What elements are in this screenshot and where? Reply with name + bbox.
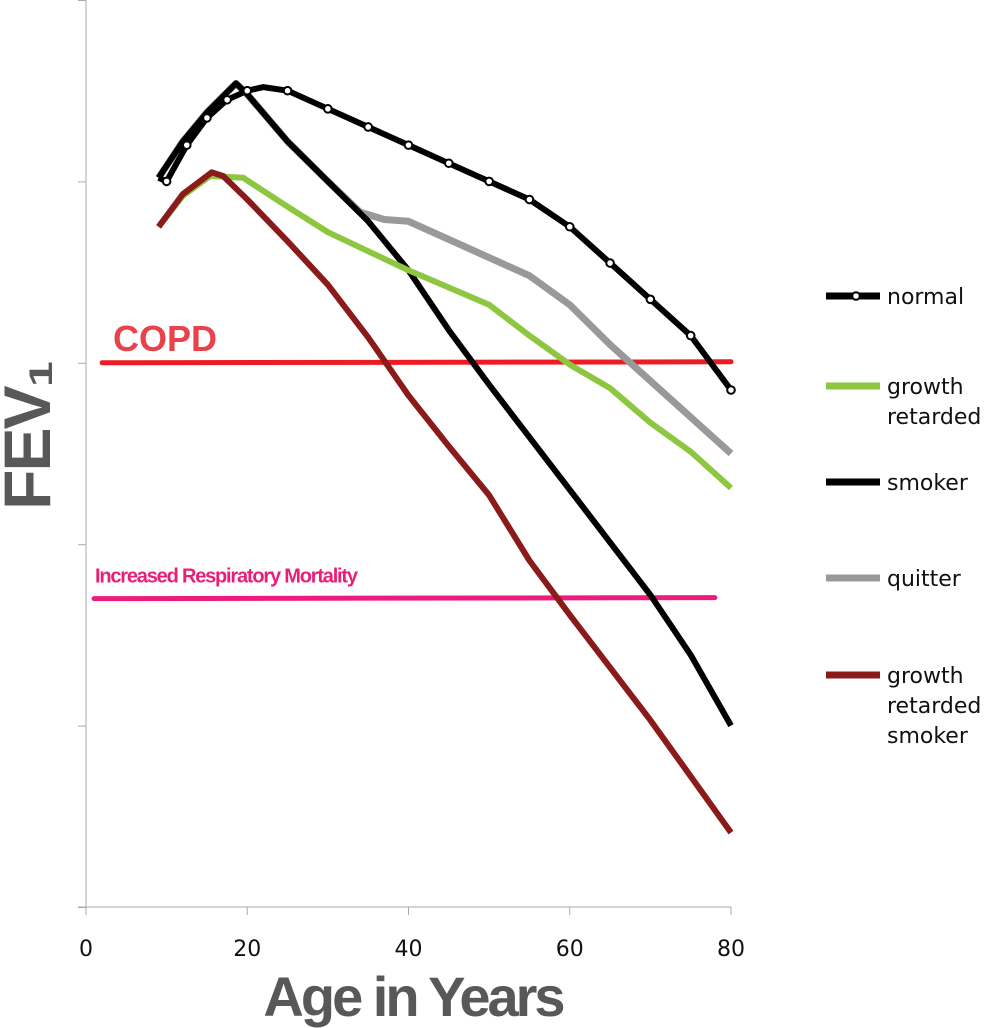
x-tick-label: 0 <box>79 937 93 962</box>
threshold-line <box>91 595 718 602</box>
legend-label: retarded <box>887 694 981 719</box>
threshold-line <box>99 359 734 366</box>
x-tick-label: 60 <box>556 937 584 962</box>
normal-marker <box>524 194 535 205</box>
axes: 0 20 40 60 80 <box>78 0 745 962</box>
normal-marker <box>484 176 494 187</box>
legend-label: smoker <box>887 724 969 749</box>
normal-marker <box>605 258 615 268</box>
threshold-label: Increased Respiratory Mortality <box>95 566 359 588</box>
normal-marker <box>161 176 172 187</box>
legend-label: quitter <box>887 567 962 592</box>
legend-label: growth <box>887 664 964 689</box>
normal-marker <box>242 85 253 96</box>
legend-item: smoker <box>826 471 969 496</box>
normal-marker <box>181 140 192 150</box>
x-tick-label: 40 <box>395 937 423 962</box>
normal-marker <box>685 330 696 341</box>
legend-label: growth <box>887 375 964 400</box>
legend: normal growth retarded smoker quitter growth r… <box>826 285 981 749</box>
normal-marker <box>222 94 232 105</box>
legend-marker <box>851 291 861 301</box>
legend-label: smoker <box>887 471 969 496</box>
threshold-annotations: COPD Increased Respiratory Mortality <box>91 318 734 602</box>
legend-item: growth retarded <box>826 375 981 430</box>
series-lines <box>155 79 736 835</box>
legend-item: normal <box>826 285 964 310</box>
normal-marker <box>363 122 373 132</box>
legend-label: retarded <box>887 405 981 430</box>
y-axis-title: FEV₁ <box>0 361 64 509</box>
normal-marker <box>726 385 736 395</box>
series-line-quitter <box>155 79 734 457</box>
normal-marker <box>323 104 333 114</box>
threshold-label: COPD <box>113 318 217 359</box>
legend-item: growth retarded smoker <box>826 664 981 749</box>
normal-marker <box>403 140 414 150</box>
x-tick-label: 80 <box>717 937 745 962</box>
legend-item: quitter <box>826 567 962 592</box>
series-line-growth-retarded-smoker <box>156 169 734 835</box>
normal-marker <box>564 221 575 232</box>
legend-label: normal <box>887 285 964 310</box>
normal-marker <box>282 85 293 96</box>
x-tick-label: 20 <box>233 937 261 962</box>
normal-marker <box>202 113 212 123</box>
normal-marker <box>645 294 656 305</box>
normal-marker <box>444 158 454 169</box>
x-axis-title: Age in Years <box>263 965 563 1028</box>
